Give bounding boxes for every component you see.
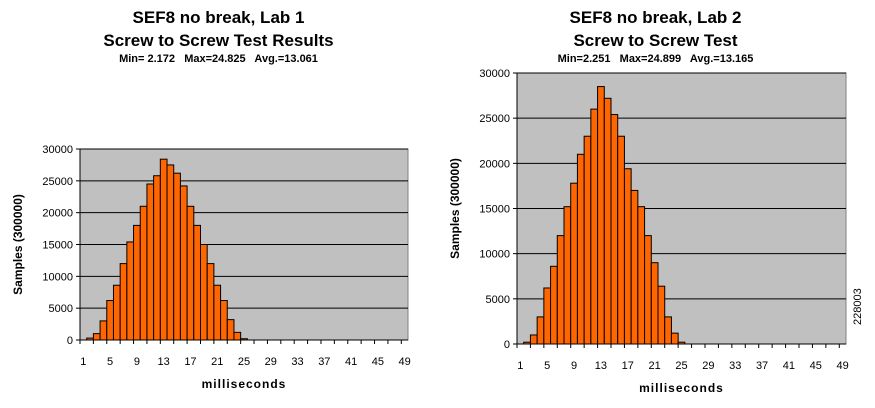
histogram-bar — [617, 135, 625, 345]
y-tick-label: 25000 — [42, 176, 73, 188]
x-tick-label: 21 — [649, 360, 661, 372]
histogram-bar — [597, 86, 605, 345]
figure-id-label: 228003 — [852, 288, 864, 325]
x-tick-label: 21 — [211, 356, 223, 368]
x-tick-label: 41 — [783, 360, 795, 372]
chart-subtitle: Min= 2.172 Max=24.825 Avg.=13.061 — [119, 53, 318, 65]
x-tick-label: 49 — [837, 360, 849, 372]
x-tick-label: 49 — [399, 356, 411, 368]
histogram-bar — [226, 319, 235, 341]
y-tick-label: 15000 — [42, 240, 73, 252]
histogram-bar — [133, 224, 141, 341]
y-tick-label: 0 — [504, 339, 510, 351]
chart-subtitle: Min=2.251 Max=24.899 Avg.=13.165 — [557, 53, 754, 65]
histogram-bar — [650, 262, 659, 345]
histogram-bar — [637, 206, 646, 345]
histogram-bar — [610, 114, 619, 345]
histogram-bar — [670, 332, 679, 345]
x-axis-label: milliseconds — [202, 377, 287, 391]
y-tick-label: 30000 — [42, 144, 73, 156]
histogram-bar — [166, 164, 175, 341]
x-tick-label: 33 — [291, 356, 303, 368]
histogram-bar — [199, 244, 208, 341]
histogram-bar — [206, 263, 215, 341]
y-tick-label: 25000 — [479, 113, 510, 125]
histogram-bar — [550, 265, 558, 345]
histogram-bar — [529, 334, 538, 345]
x-tick-label: 9 — [571, 360, 577, 372]
chart-lab-2: SEF8 no break, Lab 2 Screw to Screw Test… — [437, 0, 874, 408]
histogram-bar — [603, 97, 612, 345]
histogram-plot: 0 5000 10000 15000 20000 25000 30000 1 5 9 13 17 21 2… — [11, 144, 411, 391]
chart-title-line-2: Screw to Screw Test — [573, 31, 738, 50]
y-tick-label: 20000 — [479, 158, 510, 170]
histogram-bar — [220, 300, 228, 341]
x-tick-label: 1 — [517, 360, 523, 372]
histogram-bar — [644, 235, 652, 345]
y-tick-label: 20000 — [42, 208, 73, 220]
x-tick-label: 17 — [184, 356, 196, 368]
histogram-bar — [92, 333, 101, 341]
histogram-bar — [213, 284, 222, 341]
y-tick-label: 30000 — [479, 68, 510, 80]
x-tick-label: 37 — [756, 360, 768, 372]
histogram-bar — [563, 206, 572, 345]
histogram-bar — [112, 284, 121, 341]
histogram-bar — [657, 285, 666, 345]
y-tick-label: 10000 — [479, 249, 510, 261]
histogram-bar — [556, 235, 565, 345]
histogram-bar — [193, 224, 201, 341]
chart-lab-1: SEF8 no break, Lab 1 Screw to Screw Test… — [0, 0, 437, 408]
x-tick-label: 45 — [372, 356, 384, 368]
y-tick-label: 5000 — [49, 303, 73, 315]
histogram-bar — [664, 316, 672, 345]
y-tick-label: 15000 — [479, 204, 510, 216]
histogram-bar — [146, 183, 155, 341]
x-tick-label: 29 — [702, 360, 714, 372]
y-tick-label: 10000 — [42, 271, 73, 283]
histogram-bar — [590, 108, 599, 345]
y-axis-label: Samples (300000) — [11, 194, 25, 295]
histogram-bar — [630, 189, 639, 345]
chart-title-line-2: Screw to Screw Test Results — [103, 31, 334, 50]
histogram-bar — [179, 185, 188, 341]
histogram-bar — [233, 331, 242, 341]
histogram-bar — [153, 175, 161, 341]
histogram-bar — [139, 205, 148, 341]
histogram-bar — [583, 135, 592, 345]
histogram-bar — [536, 316, 545, 345]
histogram-bar — [186, 205, 195, 341]
x-tick-label: 45 — [810, 360, 822, 372]
histogram-bar — [576, 153, 585, 345]
histogram-bar — [623, 168, 632, 345]
x-tick-label: 13 — [595, 360, 607, 372]
x-tick-label: 5 — [107, 356, 113, 368]
x-tick-label: 37 — [318, 356, 330, 368]
x-axis-label: milliseconds — [639, 381, 724, 395]
histogram-bar — [126, 241, 135, 341]
x-tick-label: 9 — [134, 356, 140, 368]
x-tick-label: 25 — [675, 360, 687, 372]
x-tick-label: 25 — [238, 356, 250, 368]
x-tick-label: 1 — [80, 356, 86, 368]
histogram-bar — [159, 158, 168, 341]
histogram-plot: 0 5000 10000 15000 20000 25000 30000 1 5 9 13 17 21 2… — [448, 68, 849, 395]
x-tick-label: 41 — [345, 356, 357, 368]
histogram-bar — [119, 263, 128, 341]
x-tick-label: 5 — [544, 360, 550, 372]
x-tick-label: 33 — [729, 360, 741, 372]
histogram-bar — [106, 300, 114, 341]
chart-title-line-1: SEF8 no break, Lab 2 — [569, 8, 742, 27]
histogram-bar — [173, 172, 181, 341]
y-tick-label: 5000 — [486, 294, 510, 306]
y-tick-label: 0 — [67, 335, 73, 347]
x-tick-label: 13 — [158, 356, 170, 368]
histogram-bar — [570, 182, 578, 345]
y-axis-label: Samples (300000) — [448, 158, 462, 259]
x-tick-label: 17 — [622, 360, 634, 372]
chart-title-line-1: SEF8 no break, Lab 1 — [132, 8, 305, 27]
histogram-bar — [99, 320, 108, 341]
histogram-bar — [543, 287, 552, 345]
x-tick-label: 29 — [265, 356, 277, 368]
